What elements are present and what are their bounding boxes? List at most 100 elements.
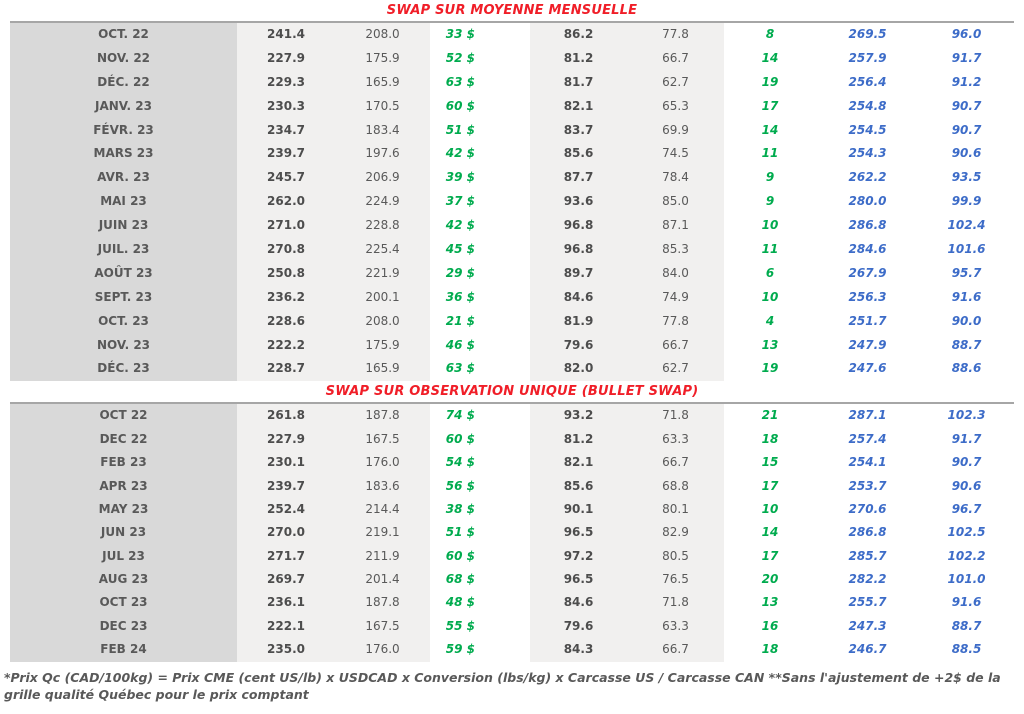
month-cell: DEC 23: [10, 614, 237, 639]
swap-price-cell: 254.1: [816, 451, 919, 475]
swap-gain-cell: 39 $: [430, 166, 530, 191]
bullet-swap-title: SWAP SUR OBSERVATION UNIQUE (BULLET SWAP…: [325, 384, 699, 400]
spot-cwt-cell: 74.5: [627, 142, 724, 167]
spot-cwt-cell: 85.3: [627, 238, 724, 262]
gain-count-cell: 13: [724, 333, 816, 358]
gain-count-cell: 4: [724, 309, 816, 334]
price-qc-cell: 227.9: [237, 46, 335, 71]
swap-price-cell: 247.9: [816, 333, 919, 358]
swap-price-cell: 257.4: [816, 427, 919, 452]
swap-gain-cell: 33 $: [430, 23, 530, 47]
gain-count-cell: 19: [724, 357, 816, 382]
price-cwt-cell: 81.9: [530, 309, 627, 334]
spot-cwt-cell: 62.7: [627, 357, 724, 382]
swap-price-cell: 254.3: [816, 142, 919, 167]
month-cell: OCT 23: [10, 591, 237, 615]
swap-price-cell: 246.7: [816, 638, 919, 662]
swap-gain-cell: 63 $: [430, 70, 530, 95]
price-cwt-cell: 84.6: [530, 591, 627, 615]
swap-cwt-cell: 90.0: [919, 309, 1014, 334]
price-spot-cell: 224.9: [335, 190, 430, 215]
price-spot-cell: 221.9: [335, 261, 430, 286]
month-cell: OCT. 22: [10, 23, 237, 47]
price-qc-cell: 269.7: [237, 568, 335, 592]
swap-cwt-cell: 102.3: [919, 404, 1014, 428]
swap-gain-cell: 51 $: [430, 521, 530, 545]
swap-price-cell: 262.2: [816, 166, 919, 191]
price-cwt-cell: 82.1: [530, 94, 627, 119]
price-spot-cell: 219.1: [335, 521, 430, 545]
gain-count-cell: 15: [724, 451, 816, 475]
spot-cwt-cell: 63.3: [627, 427, 724, 452]
spot-cwt-cell: 71.8: [627, 591, 724, 615]
price-cwt-cell: 96.8: [530, 238, 627, 262]
price-cwt-cell: 79.6: [530, 614, 627, 639]
swap-cwt-cell: 102.2: [919, 544, 1014, 569]
spot-cwt-cell: 66.7: [627, 638, 724, 662]
price-cwt-cell: 97.2: [530, 544, 627, 569]
month-cell: MARS 23: [10, 142, 237, 167]
swap-cwt-cell: 101.6: [919, 238, 1014, 262]
swap-price-cell: 256.4: [816, 70, 919, 95]
price-qc-cell: 236.2: [237, 285, 335, 310]
price-spot-cell: 176.0: [335, 638, 430, 662]
swap-cwt-cell: 101.0: [919, 568, 1014, 592]
spot-cwt-cell: 66.7: [627, 46, 724, 71]
price-spot-cell: 200.1: [335, 285, 430, 310]
gain-count-cell: 17: [724, 474, 816, 498]
month-cell: FEB 24: [10, 638, 237, 662]
price-spot-cell: 183.4: [335, 118, 430, 143]
month-cell: JUIL. 23: [10, 238, 237, 262]
gain-count-cell: 14: [724, 118, 816, 143]
price-spot-cell: 183.6: [335, 474, 430, 498]
swap-price-cell: 247.6: [816, 357, 919, 382]
price-qc-cell: 234.7: [237, 118, 335, 143]
price-qc-cell: 261.8: [237, 404, 335, 428]
spot-cwt-cell: 78.4: [627, 166, 724, 191]
spot-cwt-cell: 84.0: [627, 261, 724, 286]
price-qc-cell: 228.6: [237, 309, 335, 334]
price-cwt-cell: 83.7: [530, 118, 627, 143]
spot-cwt-cell: 62.7: [627, 70, 724, 95]
price-spot-cell: 167.5: [335, 614, 430, 639]
monthly-swap-title: SWAP SUR MOYENNE MENSUELLE: [386, 3, 638, 18]
spot-cwt-cell: 77.8: [627, 23, 724, 47]
swap-cwt-cell: 90.6: [919, 474, 1014, 498]
gain-count-cell: 11: [724, 142, 816, 167]
spot-cwt-cell: 63.3: [627, 614, 724, 639]
swap-price-cell: 284.6: [816, 238, 919, 262]
gain-count-cell: 20: [724, 568, 816, 592]
price-spot-cell: 167.5: [335, 427, 430, 452]
price-qc-cell: 271.0: [237, 214, 335, 239]
swap-gain-cell: 42 $: [430, 214, 530, 239]
spot-cwt-cell: 77.8: [627, 309, 724, 334]
gain-count-cell: 14: [724, 521, 816, 545]
month-cell: OCT. 23: [10, 309, 237, 334]
price-cwt-cell: 86.2: [530, 23, 627, 47]
swap-cwt-cell: 91.7: [919, 427, 1014, 452]
spot-cwt-cell: 74.9: [627, 285, 724, 310]
swap-price-cell: 282.2: [816, 568, 919, 592]
swap-price-cell: 253.7: [816, 474, 919, 498]
price-spot-cell: 165.9: [335, 357, 430, 382]
swap-price-cell: 247.3: [816, 614, 919, 639]
price-qc-cell: 227.9: [237, 427, 335, 452]
price-qc-cell: 230.1: [237, 451, 335, 475]
swap-cwt-cell: 88.7: [919, 614, 1014, 639]
swap-gain-cell: 60 $: [430, 544, 530, 569]
swap-gain-cell: 37 $: [430, 190, 530, 215]
spot-cwt-cell: 65.3: [627, 94, 724, 119]
swap-gain-cell: 52 $: [430, 46, 530, 71]
gain-count-cell: 10: [724, 285, 816, 310]
swap-gain-cell: 74 $: [430, 404, 530, 428]
swap-gain-cell: 63 $: [430, 357, 530, 382]
spot-cwt-cell: 76.5: [627, 568, 724, 592]
swap-gain-cell: 29 $: [430, 261, 530, 286]
price-qc-cell: 222.1: [237, 614, 335, 639]
swap-cwt-cell: 90.7: [919, 94, 1014, 119]
month-cell: AUG 23: [10, 568, 237, 592]
swap-gain-cell: 45 $: [430, 238, 530, 262]
price-spot-cell: 208.0: [335, 23, 430, 47]
price-spot-cell: 165.9: [335, 70, 430, 95]
price-spot-cell: 187.8: [335, 591, 430, 615]
